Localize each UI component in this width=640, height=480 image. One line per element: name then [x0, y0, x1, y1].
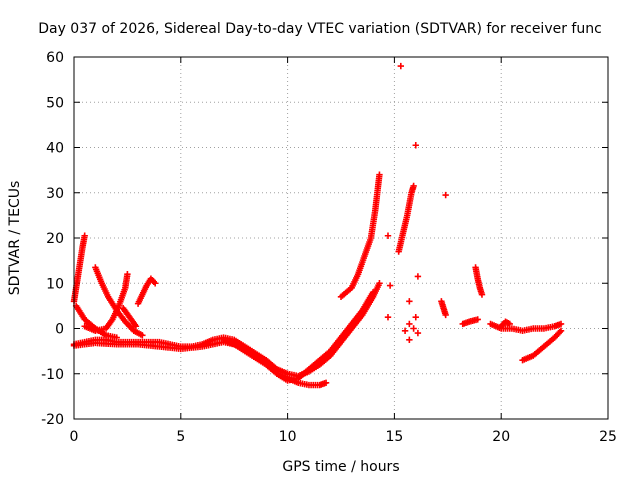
y-tick-label: 60 — [46, 50, 64, 66]
data-point-arc-18 — [478, 291, 486, 298]
y-tick-label: -10 — [41, 367, 64, 383]
data-point-arc-2 — [113, 334, 120, 341]
x-tick-label: 5 — [176, 429, 185, 445]
data-point-isolated — [414, 273, 422, 280]
data-point-fragment-20 — [506, 320, 513, 328]
data-point-isolated — [384, 313, 392, 321]
axis-ticks: 0 5 10 15 20 25 -20 -10 0 10 20 30 40 50 60 — [41, 50, 617, 445]
y-axis-label: SDTVAR / TECUs — [7, 181, 23, 296]
data-point-isolated — [397, 62, 405, 70]
x-tick-label: 0 — [70, 429, 79, 445]
x-axis-label: GPS time / hours — [282, 459, 399, 475]
data-point-isolated — [442, 191, 449, 199]
x-tick-label: 15 — [385, 429, 403, 445]
y-tick-label: -20 — [41, 412, 64, 428]
x-tick-label: 10 — [279, 429, 297, 445]
data-point-arc-6 — [151, 280, 159, 287]
x-tick-label: 20 — [492, 429, 510, 445]
y-tick-label: 0 — [55, 322, 64, 338]
data-point-baseline — [376, 280, 383, 287]
y-tick-label: 30 — [46, 186, 64, 202]
data-point-isolated — [414, 329, 422, 337]
data-point-isolated — [384, 232, 392, 239]
data-point-rise-15 — [410, 182, 417, 190]
grid-layer — [74, 57, 608, 419]
y-tick-label: 50 — [46, 95, 64, 111]
plot-frame — [73, 56, 609, 420]
data-point-arc-3 — [139, 332, 146, 339]
chart-title: Day 037 of 2026, Sidereal Day-to-day VTE… — [38, 21, 602, 37]
y-tick-label: 40 — [46, 141, 64, 157]
data-point-isolated — [412, 142, 419, 149]
data-point-arc-5 — [132, 323, 140, 330]
data-point-isolated — [410, 325, 417, 332]
data-point-lower-band — [322, 379, 330, 386]
data-point-arc-4 — [124, 271, 131, 278]
data-point-right-cluster — [557, 320, 565, 328]
data-point-fragment-17 — [442, 311, 449, 319]
data-point-mid-band — [369, 289, 377, 296]
data-layer — [70, 62, 565, 389]
data-point-isolated — [406, 320, 413, 328]
y-tick-label: 20 — [46, 231, 64, 247]
y-tick-label: 10 — [46, 276, 64, 292]
data-point-isolated — [412, 313, 419, 321]
data-point-isolated — [401, 327, 409, 334]
x-tick-label: 25 — [599, 429, 617, 445]
data-point-isolated — [406, 298, 413, 305]
data-point-isolated — [406, 336, 413, 344]
data-point-rise-14 — [376, 171, 383, 178]
data-point-fragment-19 — [474, 316, 481, 323]
data-point-right-dip — [557, 327, 565, 334]
data-point-isolated — [386, 282, 394, 289]
data-point-arc-1 — [81, 232, 88, 239]
